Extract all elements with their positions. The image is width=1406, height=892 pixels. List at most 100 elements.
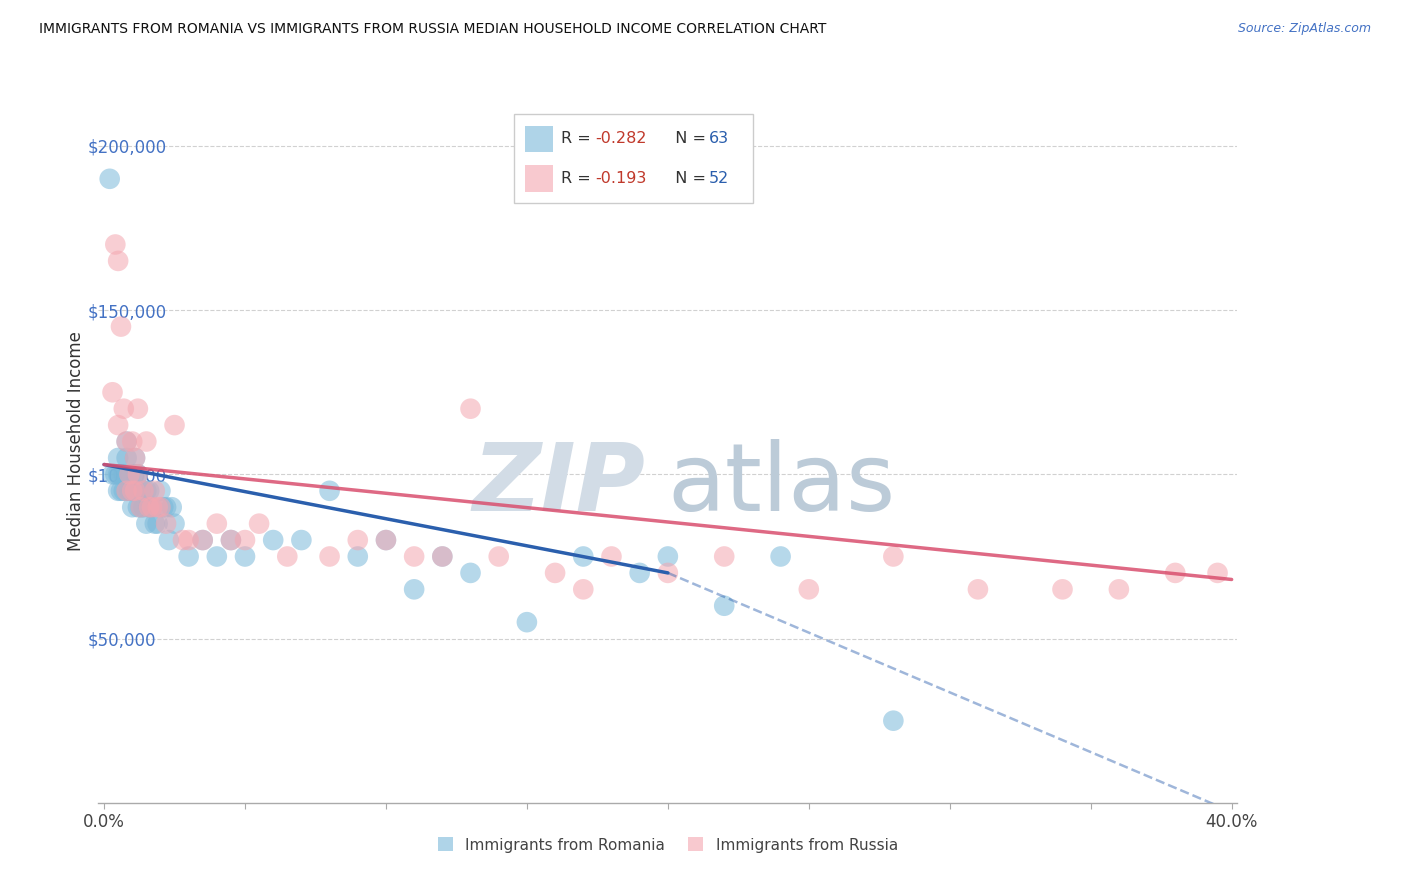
Point [432, 549, 454, 564]
Point [118, 467, 141, 482]
Y-axis label: Median Household Income: Median Household Income [66, 332, 84, 551]
Point [205, 549, 228, 564]
Point [115, 483, 138, 498]
Point [769, 549, 792, 564]
Point [112, 483, 135, 498]
Point [143, 516, 166, 531]
Point [404, 582, 426, 597]
Point [118, 483, 141, 498]
Text: 63: 63 [709, 131, 730, 146]
Text: N =: N = [665, 170, 711, 186]
Point [110, 319, 132, 334]
Point [600, 549, 623, 564]
Point [276, 549, 298, 564]
Point [247, 516, 270, 531]
Point [110, 467, 132, 482]
Point [219, 533, 242, 547]
Point [135, 434, 157, 449]
Point [127, 467, 149, 482]
Point [628, 566, 651, 580]
Point [149, 500, 172, 515]
Point [572, 549, 595, 564]
Point [713, 599, 735, 613]
Legend: Immigrants from Romania, Immigrants from Russia: Immigrants from Romania, Immigrants from… [430, 830, 905, 860]
Point [516, 615, 538, 630]
Point [112, 401, 135, 416]
Point [233, 533, 256, 547]
Point [318, 549, 340, 564]
Point [124, 450, 146, 465]
Point [127, 467, 149, 482]
Point [107, 450, 129, 465]
Point [127, 467, 149, 482]
Point [121, 467, 143, 482]
Text: -0.193: -0.193 [595, 170, 647, 186]
Point [488, 549, 510, 564]
Point [177, 533, 200, 547]
Point [143, 483, 166, 498]
Point [160, 500, 183, 515]
Point [124, 483, 146, 498]
Point [124, 450, 146, 465]
Point [101, 467, 124, 482]
Text: 52: 52 [709, 170, 730, 186]
Point [141, 500, 163, 515]
Point [152, 500, 174, 515]
Point [127, 500, 149, 515]
Point [882, 549, 904, 564]
Point [177, 549, 200, 564]
Point [101, 385, 124, 400]
Point [375, 533, 398, 547]
Point [1206, 566, 1229, 580]
Point [1108, 582, 1130, 597]
Point [135, 516, 157, 531]
Point [104, 467, 127, 482]
Point [1052, 582, 1074, 597]
Point [141, 500, 163, 515]
Point [118, 467, 141, 482]
Point [233, 549, 256, 564]
Point [262, 533, 284, 547]
Point [124, 483, 146, 498]
Point [129, 500, 152, 515]
Point [121, 483, 143, 498]
Point [107, 467, 129, 482]
Point [318, 483, 340, 498]
Point [155, 500, 177, 515]
Point [121, 483, 143, 498]
Point [149, 483, 172, 498]
Text: R =: R = [561, 170, 596, 186]
Point [163, 418, 186, 433]
Point [107, 418, 129, 433]
Point [104, 237, 127, 252]
Point [138, 500, 160, 515]
Text: N =: N = [665, 131, 711, 146]
Point [967, 582, 990, 597]
Point [124, 467, 146, 482]
Text: IMMIGRANTS FROM ROMANIA VS IMMIGRANTS FROM RUSSIA MEDIAN HOUSEHOLD INCOME CORREL: IMMIGRANTS FROM ROMANIA VS IMMIGRANTS FR… [39, 22, 827, 37]
Point [138, 483, 160, 498]
Point [657, 566, 679, 580]
Point [132, 500, 155, 515]
Point [135, 483, 157, 498]
Point [129, 483, 152, 498]
Point [138, 500, 160, 515]
Point [121, 500, 143, 515]
Point [132, 483, 155, 498]
Point [460, 401, 482, 416]
Point [115, 450, 138, 465]
Point [121, 467, 143, 482]
Point [157, 533, 180, 547]
Point [219, 533, 242, 547]
Point [375, 533, 398, 547]
Point [127, 401, 149, 416]
Text: ZIP: ZIP [472, 439, 645, 531]
Text: atlas: atlas [668, 439, 896, 531]
Text: -0.282: -0.282 [595, 131, 647, 146]
Point [205, 516, 228, 531]
Point [132, 483, 155, 498]
Point [172, 533, 194, 547]
Point [115, 434, 138, 449]
Point [146, 500, 169, 515]
Point [107, 253, 129, 268]
